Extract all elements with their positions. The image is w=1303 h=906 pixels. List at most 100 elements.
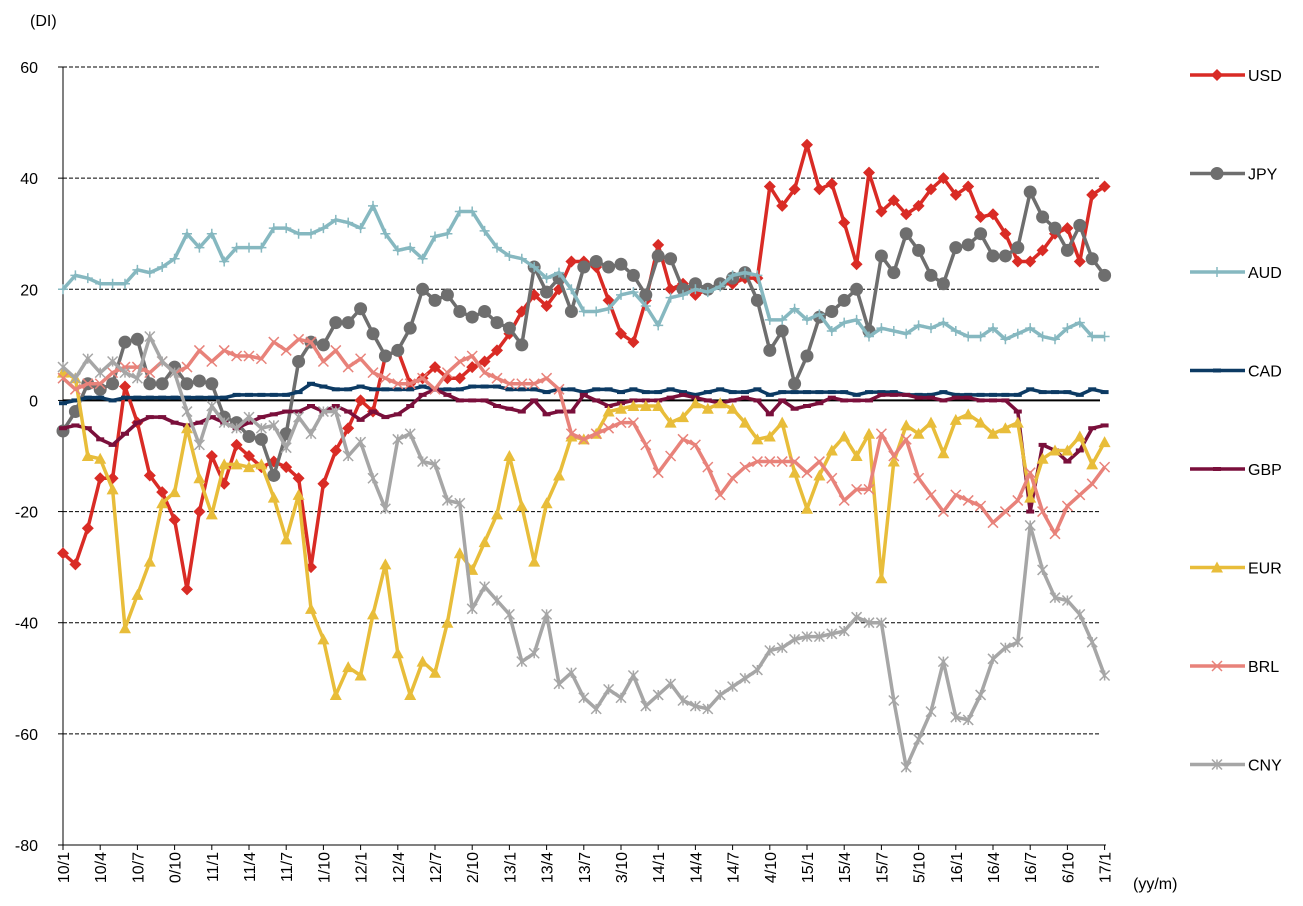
- point: [1024, 491, 1037, 503]
- point: [553, 469, 565, 481]
- point: [1012, 494, 1024, 506]
- point: [888, 325, 899, 336]
- point: [144, 330, 156, 343]
- point: [752, 270, 763, 281]
- point: [626, 268, 640, 282]
- point: [181, 361, 193, 373]
- point: [491, 344, 503, 357]
- point: [120, 278, 130, 289]
- point: [937, 447, 950, 459]
- point: [1061, 444, 1074, 456]
- point: [1050, 334, 1060, 345]
- point: [1086, 478, 1098, 490]
- x-tick-label: 10/1: [56, 852, 73, 883]
- legend-label: BRL: [1248, 659, 1279, 676]
- point: [218, 458, 231, 470]
- point: [417, 456, 429, 468]
- x-tick-label: 14/7: [726, 852, 743, 883]
- point: [763, 180, 776, 193]
- point: [999, 642, 1011, 654]
- point: [578, 433, 590, 445]
- point: [937, 656, 949, 668]
- point: [814, 309, 825, 320]
- point: [404, 378, 416, 390]
- point: [1085, 252, 1099, 266]
- point: [565, 255, 578, 268]
- point: [205, 377, 219, 391]
- point: [764, 314, 775, 325]
- point: [801, 502, 813, 514]
- point: [231, 350, 243, 362]
- point: [739, 461, 751, 473]
- point: [342, 661, 355, 673]
- point: [168, 513, 181, 526]
- point: [838, 430, 851, 442]
- point: [454, 497, 466, 509]
- point: [355, 353, 367, 365]
- point: [949, 188, 962, 201]
- point: [132, 264, 143, 275]
- point: [94, 452, 107, 464]
- point: [751, 456, 763, 468]
- point: [317, 355, 329, 368]
- point: [664, 252, 678, 266]
- point: [739, 416, 751, 428]
- point: [839, 317, 850, 328]
- point: [231, 422, 243, 434]
- point: [949, 241, 963, 255]
- point: [627, 417, 639, 429]
- point: [206, 228, 217, 239]
- point: [714, 397, 727, 409]
- point: [181, 583, 193, 596]
- point: [330, 406, 342, 418]
- point: [490, 316, 504, 330]
- x-tick-label: 1/10: [316, 852, 333, 883]
- point: [639, 399, 652, 411]
- point: [366, 327, 380, 341]
- y-tick-label: -20: [15, 505, 38, 522]
- point: [924, 268, 938, 282]
- point: [342, 450, 354, 462]
- point: [838, 625, 850, 637]
- point: [218, 344, 230, 356]
- point: [378, 349, 392, 363]
- point: [689, 700, 701, 712]
- point: [665, 292, 676, 303]
- point: [801, 138, 813, 151]
- point: [777, 314, 788, 325]
- point: [640, 700, 652, 712]
- point: [1025, 323, 1036, 334]
- x-tick-label: 0/10: [168, 852, 185, 883]
- point: [119, 622, 131, 634]
- point: [305, 336, 317, 348]
- point: [801, 631, 813, 643]
- point: [306, 228, 316, 239]
- point: [974, 227, 988, 241]
- legend-item: AUD: [1190, 265, 1282, 282]
- point: [441, 494, 453, 506]
- legend-marker: [1210, 167, 1224, 180]
- point: [516, 253, 527, 264]
- point: [342, 422, 355, 435]
- point: [689, 439, 701, 451]
- point: [107, 278, 118, 289]
- point: [776, 642, 788, 654]
- point: [937, 172, 950, 185]
- point: [751, 433, 764, 445]
- point: [206, 355, 218, 368]
- point: [825, 177, 838, 190]
- point: [1061, 222, 1074, 235]
- point: [182, 228, 192, 239]
- point: [590, 703, 602, 715]
- point: [690, 284, 701, 295]
- x-tick-label: 15/1: [800, 852, 817, 883]
- point: [317, 477, 330, 490]
- x-tick-label: 3/10: [614, 852, 631, 883]
- x-tick-label: 5/10: [912, 852, 929, 883]
- point: [677, 433, 689, 445]
- point: [1086, 458, 1099, 470]
- point: [640, 300, 651, 311]
- point: [763, 430, 776, 442]
- point: [69, 372, 81, 384]
